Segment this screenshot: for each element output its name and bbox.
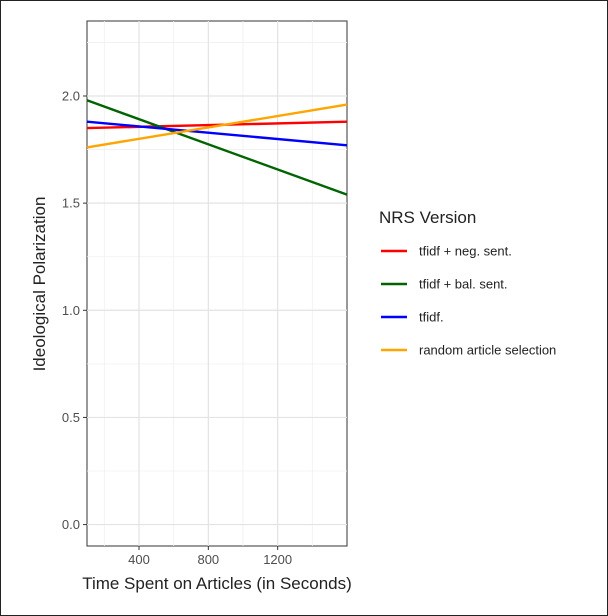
y-tick-label: 0.5 — [62, 410, 80, 425]
x-tick-label: 800 — [197, 552, 219, 567]
legend-label-0: tfidf + neg. sent. — [419, 244, 512, 259]
legend-title: NRS Version — [379, 208, 476, 227]
series-line-2 — [86, 120, 348, 147]
y-tick-label: 2.0 — [62, 89, 80, 104]
grid-lines — [87, 21, 347, 546]
y-axis-title: Ideological Polarization — [30, 197, 49, 372]
x-axis-title: Time Spent on Articles (in Seconds) — [82, 574, 352, 593]
axis-ticks: 400 800 1200 0.0 0.5 1.0 1.5 2.0 — [62, 89, 292, 568]
legend-label-1: tfidf + bal. sent. — [419, 277, 508, 292]
y-tick-label: 1.0 — [62, 303, 80, 318]
legend-label-3: random article selection — [419, 343, 556, 358]
y-tick-label: 1.5 — [62, 196, 80, 211]
y-tick-label: 0.0 — [62, 517, 80, 532]
x-tick-label: 1200 — [263, 552, 292, 567]
series-line-1 — [86, 99, 348, 196]
plot-panel — [86, 20, 348, 547]
series-lines — [86, 99, 348, 196]
x-tick-label: 400 — [128, 552, 150, 567]
legend-label-2: tfidf. — [419, 310, 444, 325]
legend: NRS Version tfidf + neg. sent. tfidf + ba… — [379, 208, 556, 358]
series-line-3 — [86, 103, 348, 149]
